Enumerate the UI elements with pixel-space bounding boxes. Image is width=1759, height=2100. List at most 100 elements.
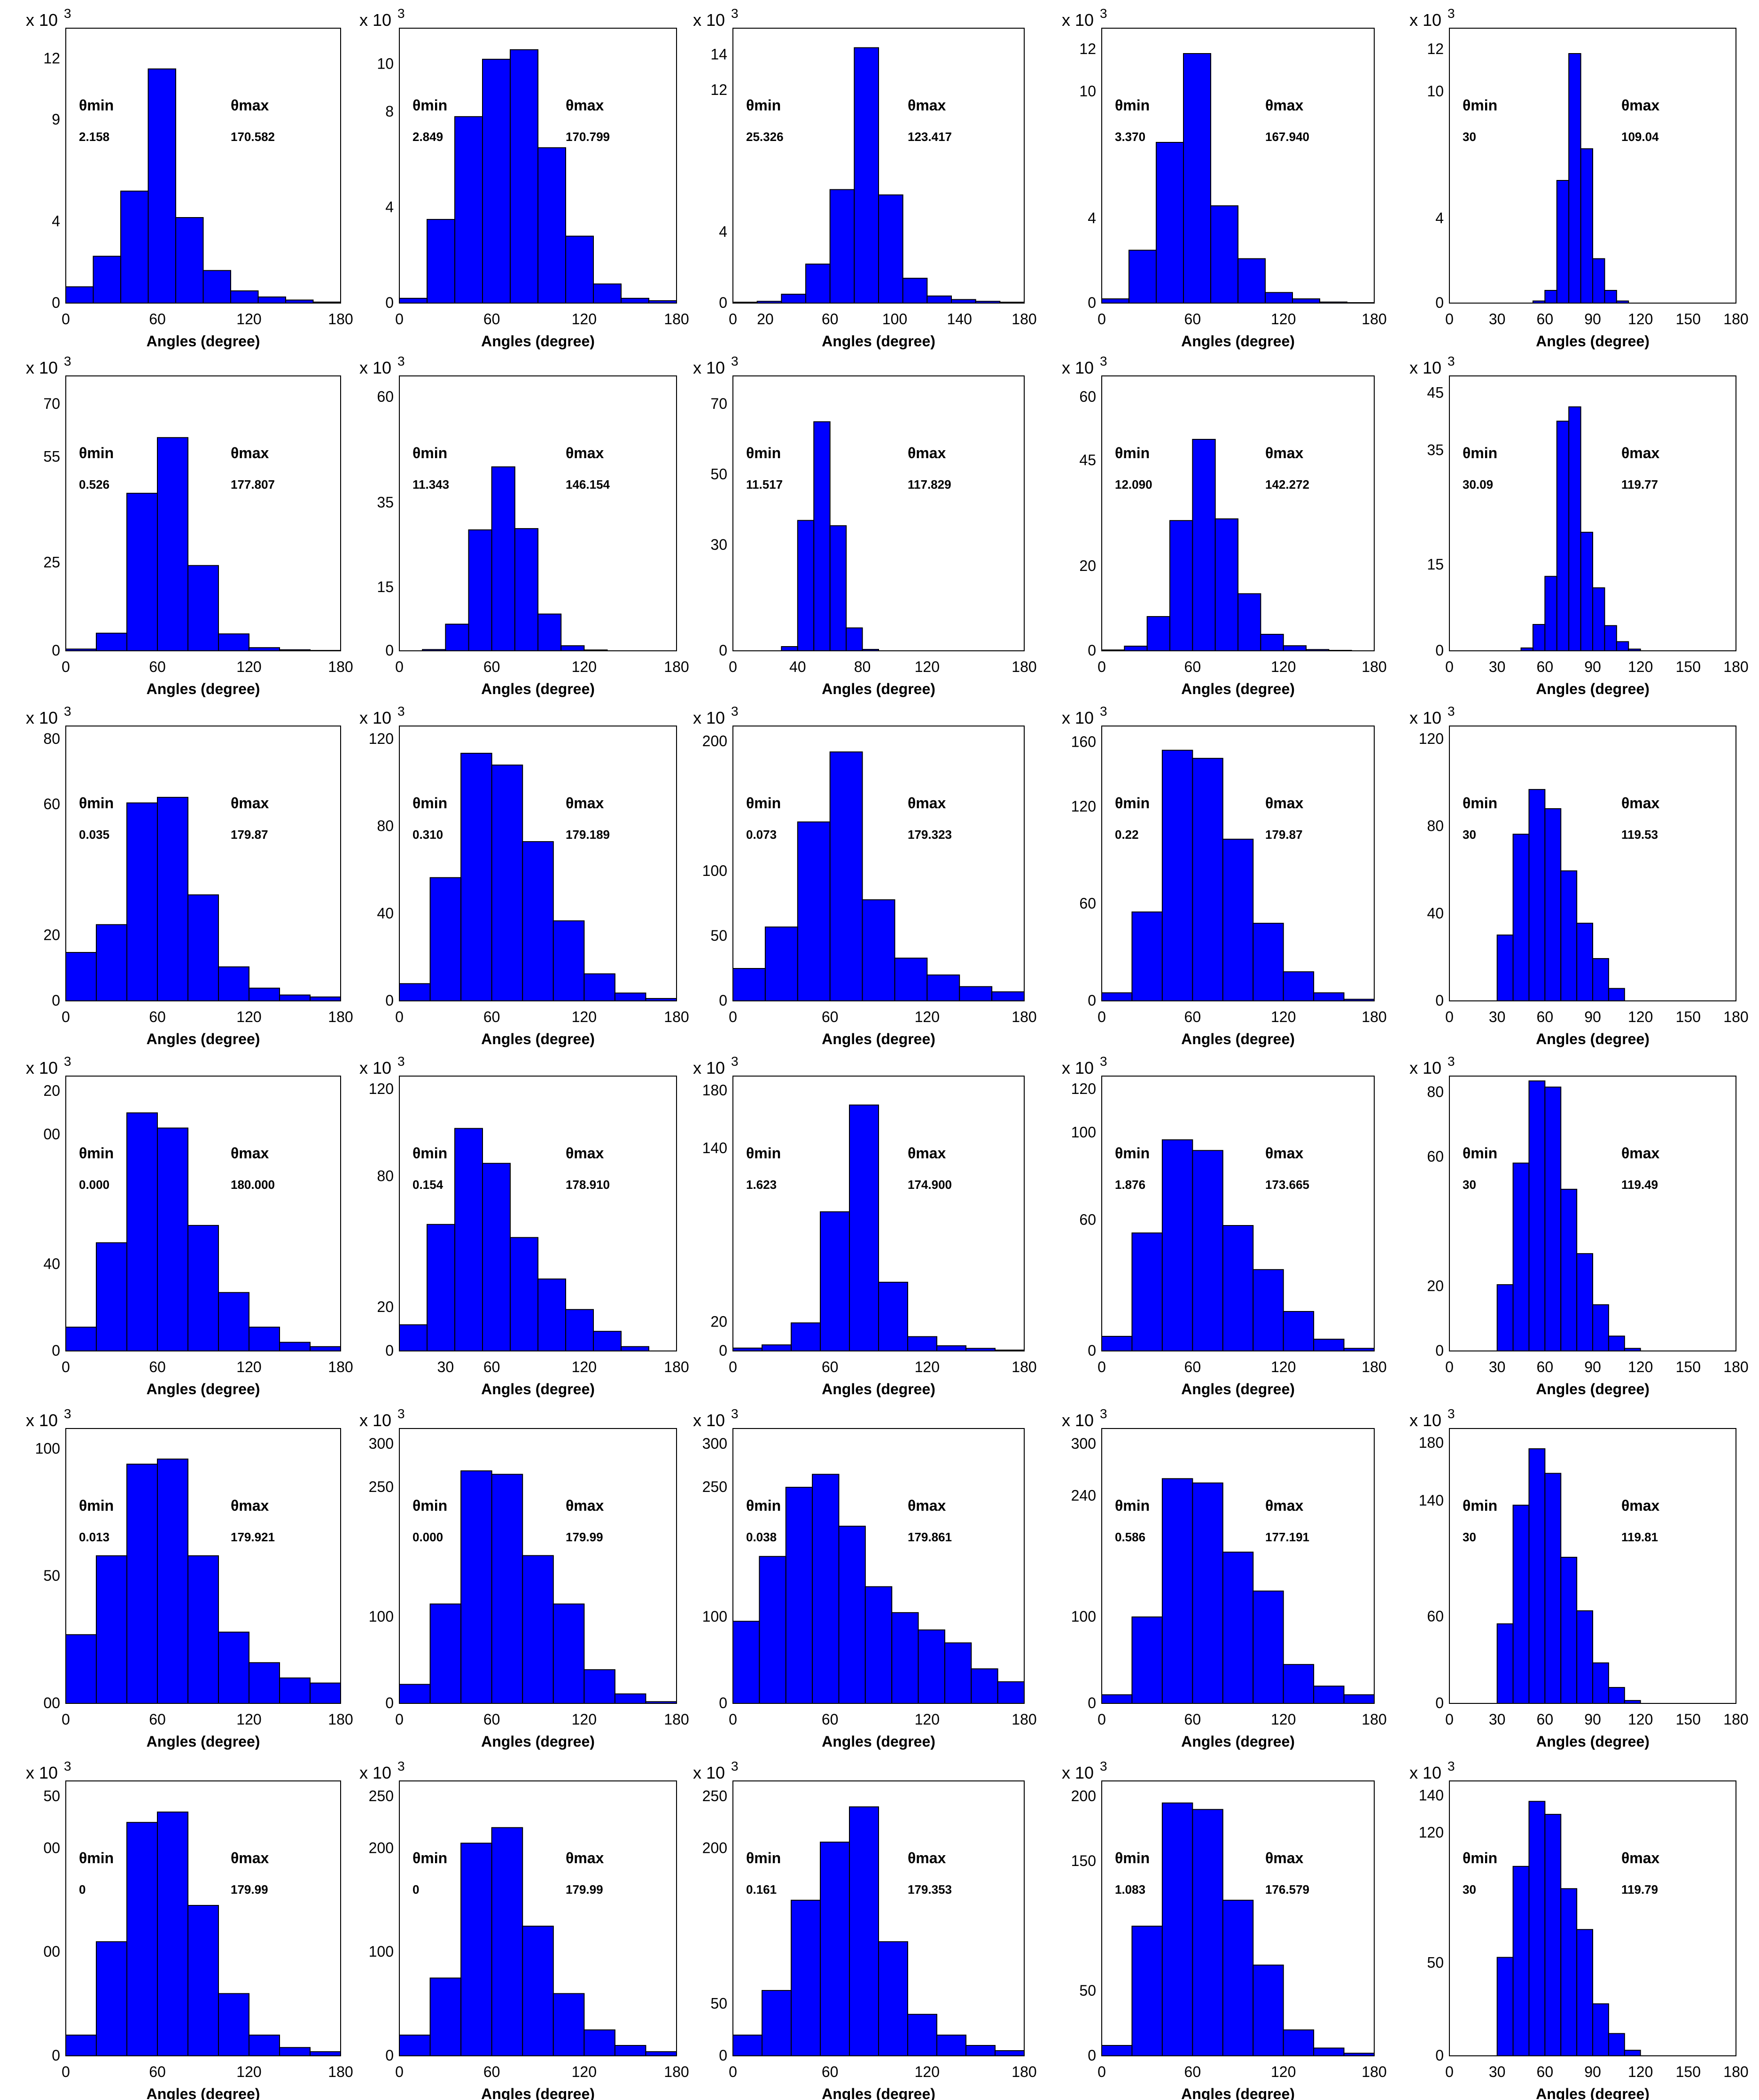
y-tick-label: 4 [385,199,394,216]
y-tick-label: 70 [710,395,727,412]
theta-min-label: θmin [746,1145,781,1162]
plot-frame [399,1076,677,1351]
y-tick-label: 8 [385,103,394,120]
y-tick-label: 0 [1088,992,1096,1009]
y-tick-label: 180 [702,1082,727,1099]
histogram-bar [1512,1163,1530,1351]
scale-multiplier: x 10 [359,10,391,30]
x-tick-label: 120 [1271,658,1296,675]
theta-max-label: θmax [1265,97,1304,114]
histogram-bar [1192,1150,1223,1352]
histogram-bar [1544,808,1562,1001]
y-tick-label: 20 [43,1082,60,1099]
plot-frame [1101,726,1375,1001]
x-tick-label: 180 [1723,658,1748,675]
x-axis-label: Angles (degree) [822,680,935,697]
histogram-bar [1253,1269,1284,1352]
y-tick-label: 45 [1427,384,1444,401]
theta-max-value: 167.940 [1265,130,1309,144]
histogram-bar [1568,406,1581,651]
x-tick-label: 60 [1184,311,1201,328]
histogram-bar [1292,298,1320,304]
plot-frame [732,1076,1025,1351]
theta-min-value: 11.343 [413,477,449,492]
x-axis-label: Angles (degree) [147,1733,260,1750]
x-axis-label: Angles (degree) [147,1030,260,1047]
theta-max-label: θmax [1265,445,1304,461]
histogram-bar [187,1555,219,1704]
theta-min-label: θmin [746,1850,781,1866]
theta-max-label: θmax [908,1145,946,1162]
histogram-bar [1313,992,1345,1002]
x-tick-label: 0 [1097,2063,1106,2080]
histogram-bar [230,290,259,304]
y-tick-label: 50 [43,1788,60,1804]
histogram-bar [310,1346,341,1351]
y-tick-label: 50 [43,1567,60,1584]
theta-max-label: θmax [566,795,604,812]
scale-multiplier: x 10 [693,1763,725,1782]
x-tick-label: 0 [395,1711,404,1728]
x-tick-label: 0 [62,311,70,328]
theta-min-value: 1.623 [746,1178,777,1192]
y-tick-label: 120 [1071,798,1096,815]
theta-min-value: 0.526 [79,477,109,492]
histogram-bar [584,1669,615,1704]
x-tick-label: 180 [1723,311,1748,328]
x-tick-label: 150 [1676,1711,1701,1728]
theta-max-value: 177.191 [1265,1530,1309,1544]
x-tick-label: 150 [1676,311,1701,328]
histogram-bar [1580,531,1593,651]
histogram-bar [1608,1335,1625,1351]
x-tick-label: 30 [1489,2063,1506,2080]
x-tick-label: 90 [1584,658,1601,675]
theta-min-label: θmin [746,795,781,812]
histogram-panel: x 10 3 10 8 4 00 60 120 180 Angles (degree) θmin 2.… [359,6,689,350]
y-tick-label: 200 [1071,1788,1096,1804]
plot-frame [399,28,677,304]
theta-max-label: θmax [231,1850,269,1866]
histogram-bar [1101,992,1133,1002]
histogram-bar [399,1684,431,1704]
y-tick-label: 140 [702,1140,727,1156]
x-tick-label: 60 [1184,1358,1201,1375]
histogram-bar [965,2045,996,2056]
y-tick-label: 60 [1079,388,1096,405]
theta-min-label: θmin [746,97,781,114]
x-tick-label: 120 [236,1358,261,1375]
y-tick-label: 12 [1427,40,1444,57]
x-tick-label: 180 [664,1358,689,1375]
histogram-panel: x 10 3 60 35 15 00 60 120 180 Angles (degree) θmin… [359,354,689,697]
theta-min-label: θmin [1115,1850,1150,1866]
histogram-bar [65,1634,97,1704]
x-axis-label: Angles (degree) [1181,1733,1295,1750]
x-tick-label: 180 [1362,1711,1386,1728]
y-tick-label: 50 [710,927,727,944]
theta-max-value: 119.49 [1621,1178,1658,1192]
theta-max-label: θmax [1621,1145,1660,1162]
histogram-bar [732,968,766,1002]
histogram-bar [429,1603,462,1704]
plot-frame [399,1780,677,2056]
histogram-bar [553,1603,585,1704]
x-axis-label: Angles (degree) [1536,1381,1650,1397]
theta-max-label: θmax [231,795,269,812]
y-tick-label: 20 [377,1298,394,1315]
theta-min-label: θmin [413,1497,447,1514]
x-tick-label: 120 [915,1711,940,1728]
histogram-bar [1253,1964,1284,2057]
y-tick-label: 250 [702,1478,727,1495]
histogram-bar [762,1344,792,1351]
y-tick-label: 60 [1079,1211,1096,1228]
scale-multiplier: x 10 [26,1411,58,1430]
theta-max-value: 173.665 [1265,1178,1309,1192]
theta-min-label: θmin [1463,97,1497,114]
x-tick-label: 60 [1537,658,1554,675]
y-tick-label: 240 [1071,1487,1096,1504]
histogram-bar [65,286,94,304]
y-tick-label: 100 [1071,1608,1096,1625]
histogram-bar [1161,1139,1193,1352]
